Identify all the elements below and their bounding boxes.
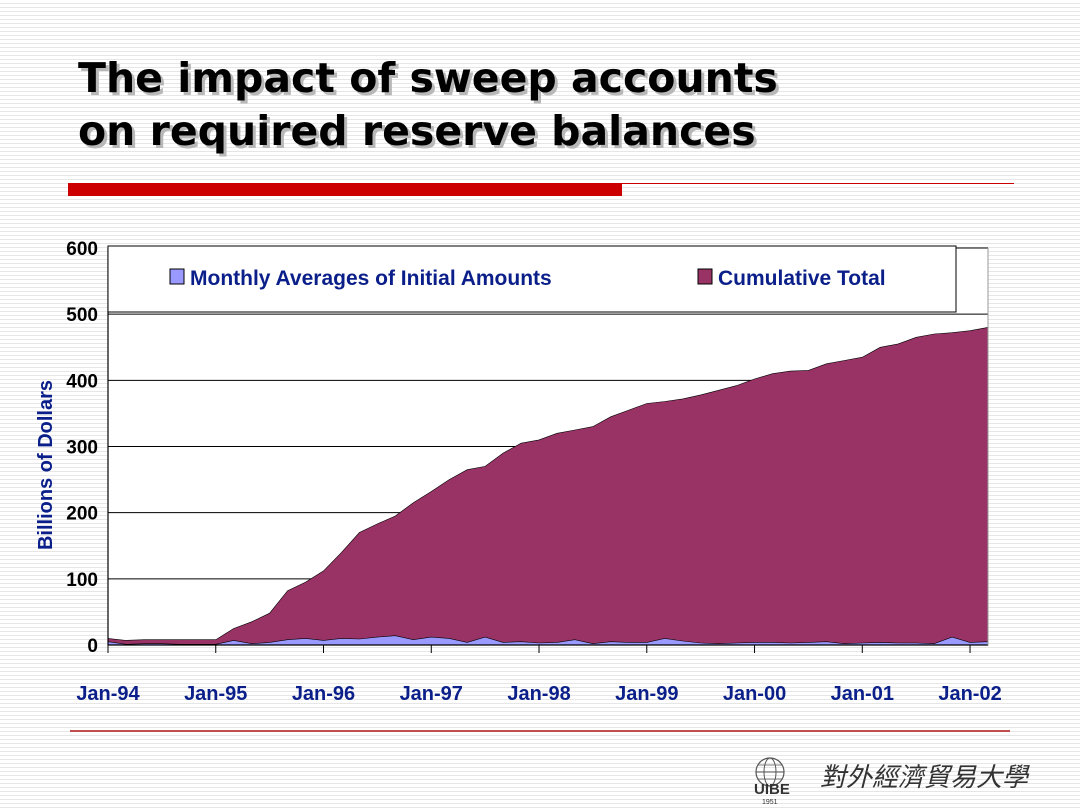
footer-rule: [70, 730, 1010, 732]
legend: Monthly Averages of Initial Amounts Cumul…: [107, 245, 957, 313]
x-tick-label: Jan-97: [400, 683, 463, 705]
legend-swatch: [697, 268, 713, 285]
y-tick-label: 0: [87, 636, 98, 657]
title-line-1: The impact of sweep accounts: [78, 54, 778, 102]
legend-label: Monthly Averages of Initial Amounts: [190, 267, 552, 290]
y-tick-label: 400: [66, 371, 98, 392]
title-line-2: on required reserve balances: [78, 107, 756, 155]
x-tick-label: Jan-00: [723, 683, 786, 705]
y-tick-label: 100: [66, 570, 98, 591]
series-area-monthly-averages: [107, 635, 989, 646]
university-logo: UIBE 1951 對外經濟貿易大學: [754, 757, 1030, 806]
globe-icon: [755, 757, 785, 787]
y-axis-title: Billions of Dollars: [35, 380, 57, 550]
title-underline-bar: [68, 183, 622, 196]
x-tick-label: Jan-98: [507, 683, 570, 705]
title-underline-rule: [622, 183, 1014, 184]
series-areas: [107, 327, 989, 646]
y-tick-label: 300: [66, 438, 98, 459]
x-tick-labels: Jan-94 Jan-95 Jan-96 Jan-97 Jan-98 Jan-99 Jan-…: [76, 683, 1001, 705]
logo-year: 1951: [762, 799, 778, 806]
x-tick-label: Jan-94: [76, 683, 140, 705]
y-tick-label: 600: [66, 239, 98, 260]
logo-calligraphy: 對外經濟貿易大學: [820, 763, 1030, 793]
series-area-cumulative-total: [107, 327, 989, 646]
y-tick-label: 200: [66, 504, 98, 525]
y-tick-labels: 0 100 200 300 400 500 600: [66, 239, 98, 657]
legend-label: Cumulative Total: [718, 267, 886, 290]
legend-box: [107, 245, 957, 313]
x-tick-label: Jan-95: [184, 683, 247, 705]
x-tick-label: Jan-99: [615, 683, 678, 705]
x-tick-label: Jan-02: [938, 683, 1001, 705]
legend-swatch: [169, 268, 185, 285]
logo-text: UIBE: [754, 781, 790, 798]
y-tick-label: 500: [66, 305, 98, 326]
slide-title: The impact of sweep accounts on required…: [78, 52, 1038, 158]
x-tick-label: Jan-01: [831, 683, 894, 705]
axes: [107, 248, 989, 653]
x-tick-label: Jan-96: [292, 683, 355, 705]
